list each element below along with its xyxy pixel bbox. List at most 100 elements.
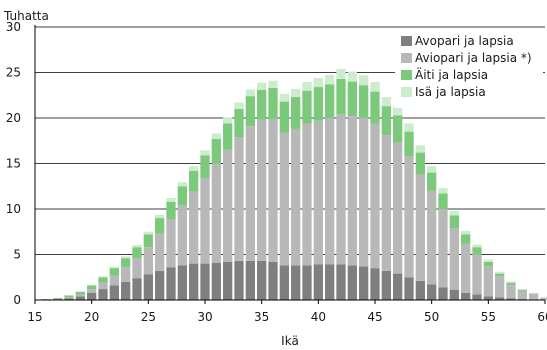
bar-segment-2: [268, 118, 278, 262]
bar-segment-2: [381, 135, 391, 271]
bar-segment-1: [166, 267, 176, 300]
bar-segment-3: [166, 201, 176, 220]
bar-segment-4: [529, 292, 539, 294]
bar-segment-1: [336, 264, 346, 300]
bar-segment-1: [121, 281, 131, 300]
legend-swatch: [401, 53, 412, 63]
x-tick-label: 30: [197, 310, 212, 324]
bar-segment-2: [234, 137, 244, 261]
bar-segment-1: [438, 287, 448, 300]
bar-segment-1: [268, 261, 278, 300]
y-tick-labels: 0 5 10 15 20 25 30: [6, 20, 21, 307]
bar-segment-4: [325, 74, 335, 85]
bar-segment-3: [223, 123, 233, 150]
bar-segment-2: [359, 118, 369, 267]
bar-segment-1: [291, 265, 301, 300]
x-tick-labels: 15 20 25 30 35 40 45 50 55 60: [27, 310, 547, 324]
bar-segment-2: [404, 156, 414, 278]
bar-segment-4: [189, 166, 199, 171]
bar-segment-2: [347, 116, 357, 266]
bar-segment-4: [132, 244, 142, 248]
bar-segment-4: [166, 198, 176, 202]
bar-segment-2: [438, 209, 448, 288]
bar-segment-4: [472, 244, 482, 248]
bar-segment-3: [393, 115, 403, 143]
bars: [41, 68, 547, 300]
bar-segment-3: [177, 186, 187, 206]
legend-swatch: [401, 87, 412, 97]
bar-segment-1: [143, 274, 153, 300]
bar-segment-3: [121, 258, 131, 268]
bar-segment-2: [472, 254, 482, 295]
bar-segment-3: [211, 138, 221, 164]
bar-segment-3: [347, 81, 357, 117]
legend-label: Aviopari ja lapsia *): [415, 51, 532, 65]
bar-segment-2: [132, 258, 142, 279]
axes: [34, 25, 546, 304]
legend-swatch: [401, 70, 412, 80]
y-tick-label: 15: [6, 157, 21, 171]
legend-label: Äiti ja lapsia: [415, 67, 488, 82]
bar-segment-1: [381, 270, 391, 300]
bar-segment-3: [189, 170, 199, 192]
bar-segment-2: [98, 282, 108, 290]
y-tick-label: 20: [6, 111, 21, 125]
bar-segment-4: [143, 231, 153, 235]
bar-segment-2: [313, 120, 323, 265]
bar-segment-4: [370, 82, 380, 92]
bar-segment-2: [211, 163, 221, 263]
bar-segment-3: [449, 215, 459, 229]
bar-segment-2: [540, 298, 547, 300]
bar-segment-1: [359, 266, 369, 300]
bar-segment-1: [75, 296, 85, 300]
bar-segment-2: [257, 119, 267, 261]
bar-segment-3: [302, 90, 312, 124]
bar-segment-1: [64, 298, 74, 300]
bar-segment-1: [347, 265, 357, 300]
bar-segment-3: [257, 89, 267, 120]
bar-segment-3: [381, 106, 391, 136]
y-tick-label: 5: [13, 248, 21, 262]
bar-segment-1: [200, 263, 210, 300]
bar-segment-2: [223, 149, 233, 262]
legend-label: Avopari ja lapsia: [415, 34, 514, 48]
bar-segment-2: [336, 114, 346, 265]
bar-segment-3: [245, 96, 255, 127]
bar-segment-1: [257, 260, 267, 300]
bar-segment-3: [404, 131, 414, 157]
bar-segment-3: [64, 295, 74, 298]
bar-segment-1: [404, 277, 414, 300]
x-axis-title: Ikä: [281, 334, 299, 348]
bar-segment-3: [313, 87, 323, 121]
bar-segment-3: [517, 289, 527, 291]
bar-segment-4: [427, 166, 437, 173]
bar-segment-1: [370, 268, 380, 300]
bar-segment-4: [279, 93, 289, 102]
x-tick-label: 40: [311, 310, 326, 324]
bar-segment-3: [132, 247, 142, 259]
bar-segment-1: [302, 265, 312, 300]
bar-segment-4: [359, 75, 369, 86]
bar-segment-4: [506, 281, 516, 283]
bar-segment-2: [483, 266, 493, 297]
bar-segment-2: [155, 233, 165, 271]
bar-segment-4: [415, 145, 425, 153]
bar-segment-1: [87, 292, 97, 300]
bar-segment-2: [427, 190, 437, 285]
bar-segment-2: [64, 297, 74, 299]
bar-segment-4: [291, 88, 301, 98]
bar-segment-2: [245, 126, 255, 261]
x-tick-label: 60: [537, 310, 547, 324]
bar-segment-4: [393, 106, 403, 116]
legend-background: [395, 35, 543, 108]
x-tick-label: 15: [27, 310, 42, 324]
bar-segment-1: [279, 265, 289, 300]
bar-segment-3: [415, 152, 425, 175]
bar-segment-1: [177, 265, 187, 300]
bar-segment-2: [143, 247, 153, 275]
bar-segment-1: [393, 273, 403, 300]
bar-segment-4: [155, 214, 165, 219]
bar-segment-1: [495, 297, 505, 300]
bar-segment-2: [415, 174, 425, 281]
bar-segment-4: [257, 82, 267, 90]
